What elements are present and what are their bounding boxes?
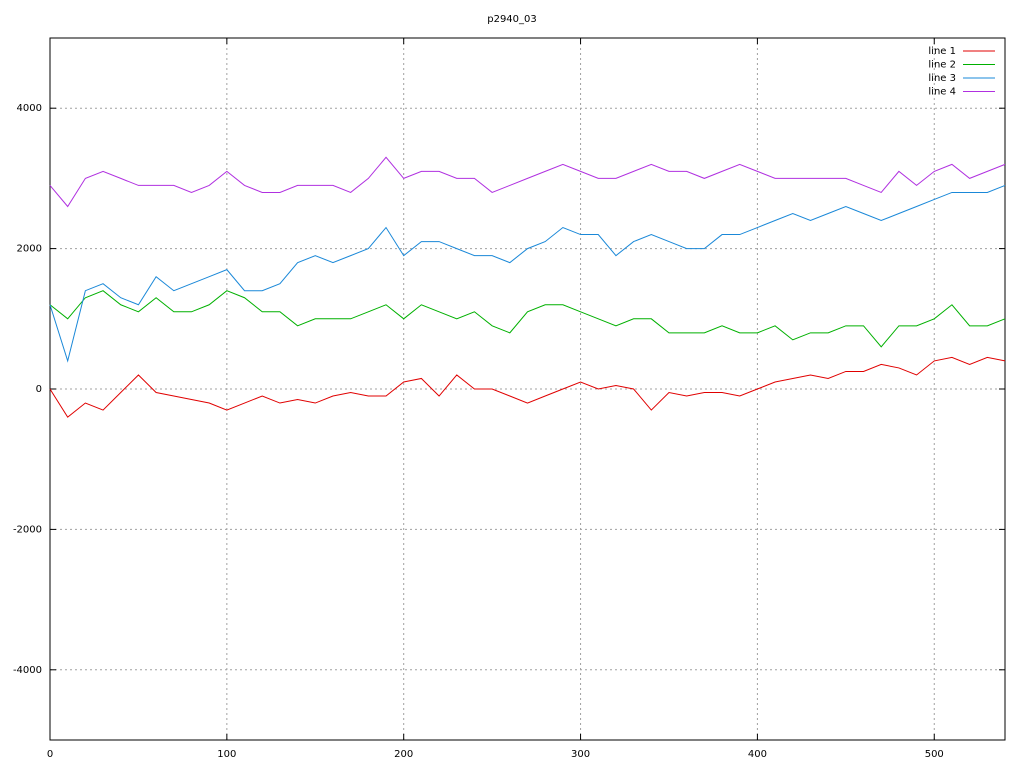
- y-tick-label: 0: [36, 384, 42, 395]
- legend-label: line 2: [928, 60, 956, 71]
- x-tick-label: 0: [47, 749, 53, 760]
- y-tick-label: 2000: [17, 244, 42, 255]
- legend-label: line 3: [928, 73, 956, 84]
- y-tick-label: -4000: [13, 665, 42, 676]
- data-line: [49, 356, 1006, 418]
- x-tick-label: 500: [925, 749, 944, 760]
- data-line: [49, 156, 1006, 208]
- x-tick-label: 300: [571, 749, 590, 760]
- data-line: [49, 184, 1006, 363]
- data-line: [49, 290, 1006, 348]
- y-tick-label: 4000: [17, 103, 42, 114]
- legend-label: line 4: [928, 87, 956, 98]
- x-tick-label: 200: [394, 749, 413, 760]
- chart-title: p2940_03: [487, 14, 537, 25]
- x-tick-label: 100: [217, 749, 236, 760]
- y-tick-label: -2000: [13, 524, 42, 535]
- legend-label: line 1: [928, 46, 956, 57]
- x-tick-label: 400: [748, 749, 767, 760]
